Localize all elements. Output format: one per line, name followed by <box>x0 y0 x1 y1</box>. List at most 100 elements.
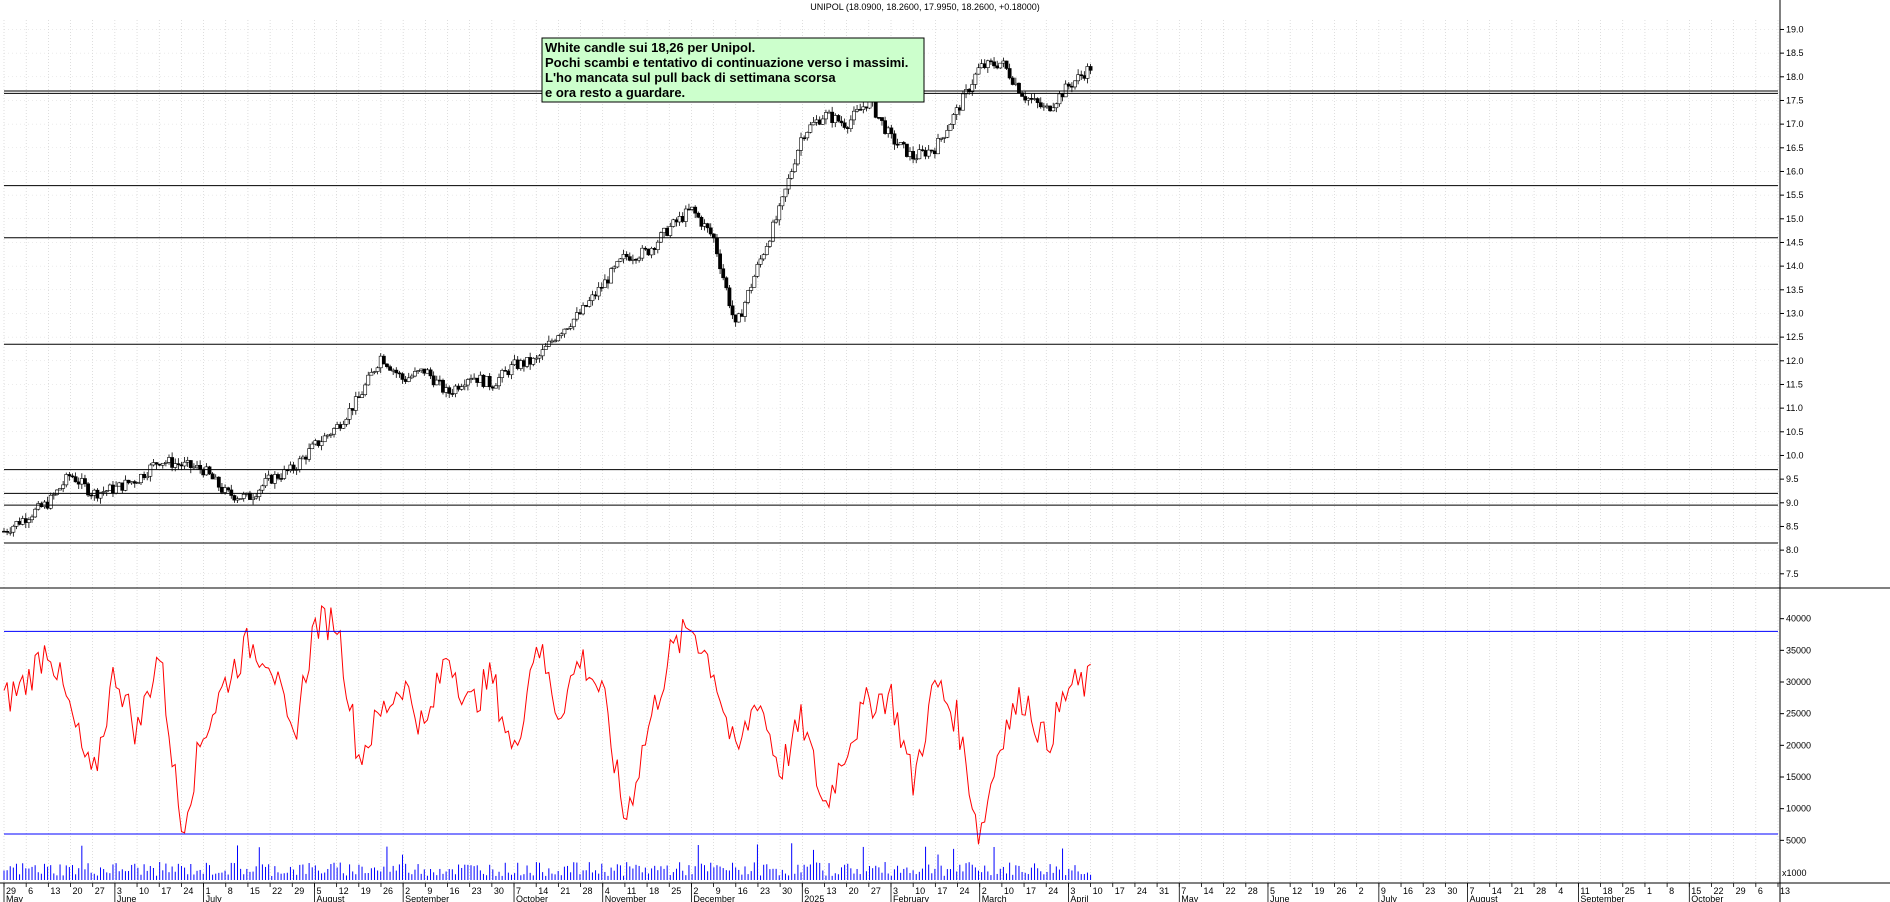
candle-body <box>192 466 196 469</box>
candle-body <box>329 433 333 436</box>
candle-body <box>855 109 859 112</box>
day-tick-label: 16 <box>450 886 460 896</box>
month-label: February <box>893 894 930 902</box>
candle-body <box>989 60 993 63</box>
candle-body <box>730 305 735 316</box>
candle-body <box>827 111 831 114</box>
day-tick-label: 2 <box>982 886 987 896</box>
candle-body <box>914 158 919 161</box>
day-tick-label: 18 <box>1603 886 1613 896</box>
day-tick-label: 10 <box>139 886 149 896</box>
price-tick-label: 13.0 <box>1786 308 1804 318</box>
candle-body <box>512 359 517 365</box>
candle-body <box>824 112 828 120</box>
candle-body <box>634 258 638 261</box>
day-tick-label: 20 <box>73 886 83 896</box>
candle-body <box>777 205 782 221</box>
annotation-line-2: Pochi scambi e tentativo di continuazion… <box>545 55 908 70</box>
candle-body <box>550 340 554 343</box>
candle-body <box>1057 93 1062 105</box>
candle-body <box>1045 105 1049 108</box>
day-tick-label: 29 <box>6 886 16 896</box>
candle-body <box>304 456 308 460</box>
candle-body <box>584 305 589 307</box>
candle-body <box>1023 96 1028 101</box>
month-label: March <box>982 894 1007 902</box>
candle-body <box>687 208 691 211</box>
candle-body <box>587 300 592 307</box>
candle-body <box>898 142 903 146</box>
candle-body <box>79 478 84 485</box>
candle-body <box>338 424 343 429</box>
candle-body <box>394 369 399 374</box>
candle-body <box>593 294 598 297</box>
candle-body <box>475 377 480 383</box>
oscillator-tick-label: 20000 <box>1786 740 1811 750</box>
day-tick-label: 22 <box>1713 886 1723 896</box>
candle-body <box>683 208 688 222</box>
candle-body <box>76 481 81 485</box>
candle-body <box>727 287 732 307</box>
candle-body <box>139 474 143 484</box>
day-tick-label: 24 <box>183 886 193 896</box>
price-tick-label: 15.0 <box>1786 214 1804 224</box>
candle-body <box>531 358 536 365</box>
day-tick-label: 31 <box>1159 886 1169 896</box>
candle-body <box>226 487 231 491</box>
day-tick-label: 18 <box>649 886 659 896</box>
price-tick-label: 11.5 <box>1786 379 1803 389</box>
candle-body <box>917 149 922 160</box>
candle-body <box>758 258 763 265</box>
candle-body <box>441 379 445 393</box>
candle-body <box>135 482 140 485</box>
candle-body <box>911 151 916 160</box>
candle-body <box>771 221 775 242</box>
candle-body <box>459 386 464 390</box>
candle-body <box>1073 80 1077 88</box>
candle-body <box>1017 82 1021 94</box>
price-tick-label: 12.5 <box>1786 332 1804 342</box>
candle-body <box>948 124 953 131</box>
candle-body <box>1076 74 1081 82</box>
candle-body <box>456 385 461 390</box>
candle-body <box>926 149 931 157</box>
candle-body <box>291 464 296 471</box>
candle-body <box>590 294 595 301</box>
day-tick-label: 5 <box>316 886 321 896</box>
candle-body <box>148 464 153 477</box>
candle-body <box>796 150 800 165</box>
candle-body <box>42 501 47 508</box>
candle-body <box>627 256 632 261</box>
candle-body <box>515 359 520 369</box>
candle-body <box>378 355 383 369</box>
month-label: August <box>1470 894 1499 902</box>
day-tick-label: 7 <box>1470 886 1475 896</box>
day-tick-label: 12 <box>1292 886 1302 896</box>
candle-body <box>469 378 473 380</box>
candle-body <box>33 508 38 518</box>
candle-body <box>70 475 75 478</box>
candle-body <box>341 424 346 429</box>
candle-body <box>213 476 218 480</box>
candle-body <box>562 328 567 335</box>
candle-body <box>484 376 489 387</box>
annotation-background <box>541 37 925 103</box>
price-tick-label: 17.5 <box>1786 95 1804 105</box>
candle-body <box>739 313 744 317</box>
candle-body <box>434 379 439 386</box>
day-tick-label: 23 <box>472 886 482 896</box>
day-tick-label: 29 <box>1736 886 1746 896</box>
candle-body <box>223 487 227 493</box>
candle-body <box>503 370 508 372</box>
candle-body <box>693 206 698 214</box>
candle-body <box>817 119 822 125</box>
candle-body <box>447 387 452 394</box>
candle-body <box>322 435 327 443</box>
candle-body <box>1029 97 1034 100</box>
candle-body <box>976 67 981 75</box>
candle-body <box>640 247 645 259</box>
candle-body <box>1010 77 1015 85</box>
candle-body <box>123 479 128 491</box>
candle-body <box>17 521 22 525</box>
candle-body <box>216 476 221 488</box>
